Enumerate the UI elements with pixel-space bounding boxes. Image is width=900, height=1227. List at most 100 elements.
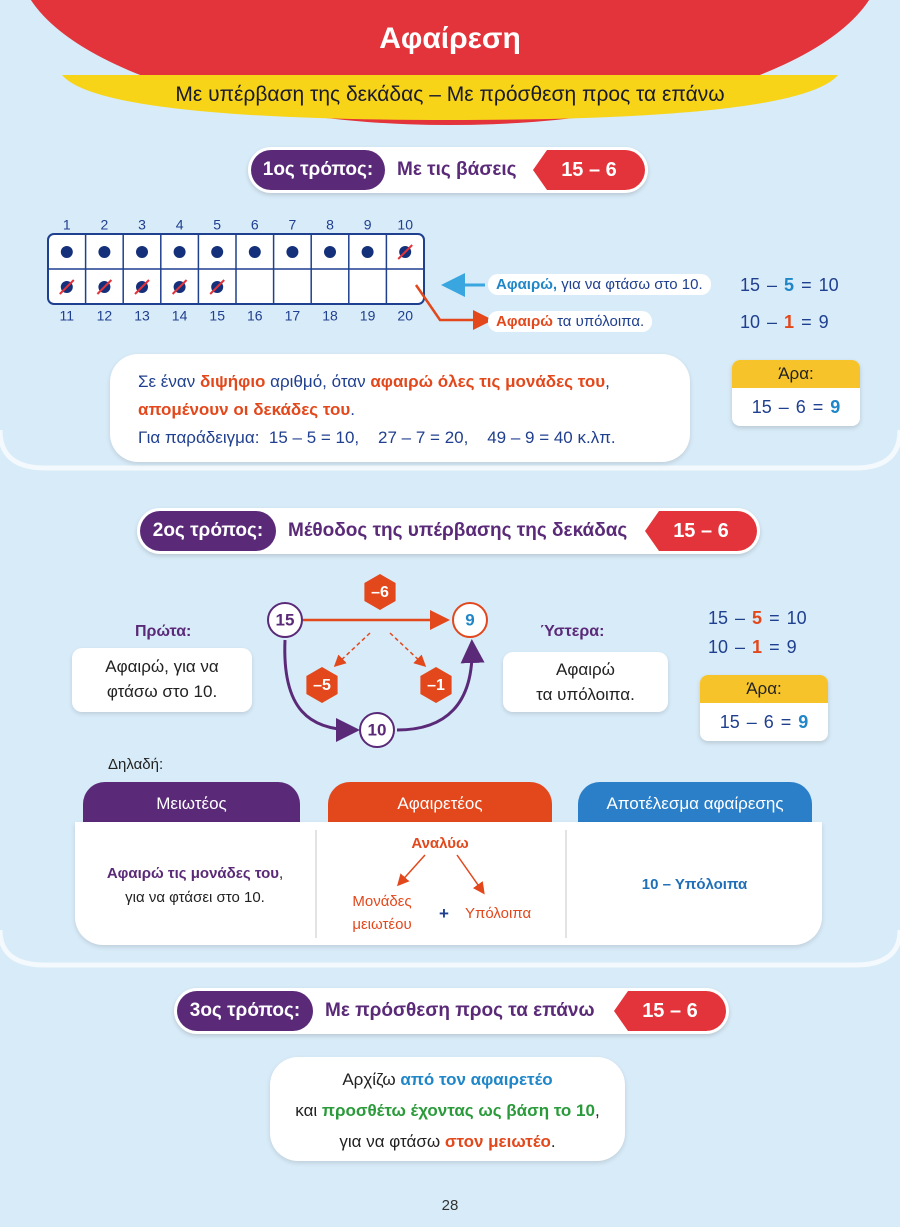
text-segment: Αφαιρώ: [496, 313, 553, 330]
grid-number: 18: [322, 308, 338, 324]
text-segment: για να φτάσει στο 10.: [125, 889, 265, 906]
text-segment: Αρχίζω: [342, 1070, 401, 1089]
step-label: –5: [313, 677, 331, 694]
result-equation: 15–6 = 9: [732, 388, 860, 426]
text-segment: για να φτάσω: [339, 1132, 445, 1151]
eq-part: 6: [795, 397, 806, 417]
callout-line: Αφαιρώ: [556, 660, 615, 679]
grid-number: 15: [209, 308, 225, 324]
split-arrows: [396, 854, 485, 895]
eq-part: =: [801, 312, 812, 332]
result-box: Άρα: 15–6 = 9: [700, 675, 828, 741]
grid-number: 14: [172, 308, 188, 324]
eq-part: –: [767, 312, 778, 332]
grid-number: 1: [63, 217, 71, 233]
dot: [211, 246, 224, 258]
cell-line: Μονάδες: [352, 893, 412, 910]
text-line: για να φτάσω στον μειωτέο.: [270, 1126, 625, 1157]
eq-part: 15: [708, 608, 729, 628]
text-segment: από τον αφαιρετέο: [400, 1070, 553, 1089]
diagram-number: 10: [368, 720, 387, 739]
cross-out: [59, 279, 75, 295]
eq-part: –: [735, 608, 746, 628]
method-problem: 15 – 6: [645, 511, 757, 551]
eq-part: =: [769, 608, 780, 628]
eq-part: 5: [784, 275, 795, 295]
grid-number: 6: [251, 217, 259, 233]
eq-part: 5: [752, 608, 763, 628]
text-segment: ,: [594, 1101, 600, 1120]
text-segment: ,: [278, 865, 284, 882]
equation: 10–1 = 9: [708, 637, 804, 658]
method-name: Με πρόσθεση προς τα επάνω: [325, 1000, 595, 1021]
cross-out: [171, 279, 188, 295]
method-pill: 2ος τρόπος: Μέθοδος της υπέρβασης της δε…: [137, 508, 760, 554]
number-circle: [359, 712, 395, 748]
table-header: Αφαιρετέος: [328, 782, 552, 824]
hexagon: [306, 667, 338, 703]
eq-part: –: [735, 637, 746, 657]
page-number: 28: [441, 1197, 459, 1214]
step-heading: Πρώτα:: [135, 623, 192, 640]
note: Αφαιρώ, για να φτάσω στο 10.: [488, 274, 711, 295]
dot: [361, 246, 374, 258]
label: Δηλαδή:: [108, 756, 164, 773]
note: Αφαιρώ τα υπόλοιπα.: [488, 311, 653, 332]
eq-part: 9: [798, 712, 809, 732]
step-heading: Ύστερα:: [540, 623, 605, 640]
arrow: [456, 854, 485, 895]
text-segment: αφαιρώ όλες τις μονάδες του: [370, 372, 606, 391]
text-line: Αρχίζω από τον αφαιρετέο: [270, 1064, 625, 1095]
grid-number: 10: [397, 217, 413, 233]
table-cell: Αφαιρώ τις μονάδες του, για να φτάσει στ…: [75, 862, 315, 910]
grid-number: 16: [247, 308, 263, 324]
method-problem: 15 – 6: [533, 150, 645, 190]
diagram-number: 9: [465, 610, 474, 629]
eq-part: 10: [818, 275, 839, 295]
cell-line: για να φτάσει στο 10.: [75, 886, 315, 910]
method-name: Μέθοδος της υπέρβασης της δεκάδας: [288, 520, 628, 541]
result-label: Άρα:: [700, 675, 828, 703]
rest-label: Υπόλοιπα: [465, 905, 532, 922]
cross-out: [134, 279, 150, 295]
table-header: Αποτέλεσμα αφαίρεσης: [578, 782, 812, 824]
grid-number: 9: [364, 217, 372, 233]
grid-number: 20: [397, 308, 413, 324]
eq-part: –: [778, 397, 789, 417]
grid-number: 7: [289, 217, 297, 233]
section-divider: [0, 429, 900, 471]
equation: 10–1 = 9: [740, 312, 836, 333]
units-label: Μονάδες μειωτέου: [327, 890, 437, 936]
grid-number: 4: [176, 217, 184, 233]
eq-part: 6: [763, 712, 774, 732]
step-label: –1: [427, 677, 445, 694]
text-segment: στον μειωτέο: [444, 1132, 551, 1151]
text-segment: αριθμό, όταν: [265, 372, 371, 391]
arrow: [333, 632, 371, 668]
text-segment: Σε έναν: [138, 372, 200, 391]
divider: [565, 830, 567, 938]
cross-out: [397, 244, 413, 260]
dot: [60, 246, 73, 258]
eq-part: =: [780, 712, 792, 732]
method-pill: 3ος τρόπος: Με πρόσθεση προς τα επάνω 15…: [174, 988, 729, 1034]
arrow: [396, 854, 426, 887]
text-segment: τα υπόλοιπα.: [552, 313, 645, 330]
rule-box: Σε έναν διψήφιο αριθμό, όταν αφαιρώ όλες…: [110, 354, 690, 462]
eq-part: =: [812, 397, 824, 417]
dot: [98, 246, 111, 258]
grid-number: 2: [101, 217, 109, 233]
eq-part: –: [746, 712, 757, 732]
eq-part: 10: [708, 637, 729, 657]
section-divider: [0, 929, 900, 968]
callout-line: τα υπόλοιπα.: [536, 685, 635, 704]
rule-line: Σε έναν διψήφιο αριθμό, όταν αφαιρώ όλες…: [138, 372, 610, 392]
method-label: 2ος τρόπος:: [140, 511, 276, 551]
grid-number: 17: [285, 308, 301, 324]
text-segment: .: [550, 1132, 556, 1151]
rule-line: απομένουν οι δεκάδες του.: [138, 400, 355, 420]
eq-part: 15: [719, 712, 740, 732]
subtitle: Με υπέρβαση της δεκάδας – Με πρόσθεση πρ…: [175, 83, 725, 106]
arrow: [389, 632, 427, 668]
